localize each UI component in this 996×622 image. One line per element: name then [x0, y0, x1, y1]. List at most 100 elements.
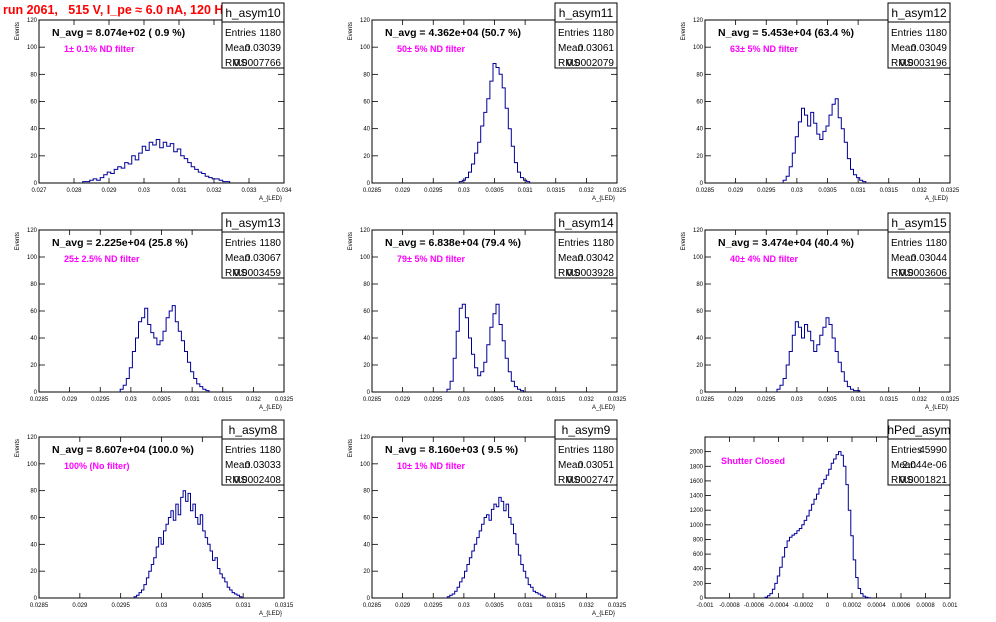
x-tick-label: 0.0305 — [152, 397, 171, 403]
histogram-panel-h_asym15: 0.0285 0.029 0.0295 0.03 0.0305 0.031 0.0315 0.… — [681, 212, 960, 411]
stats-label: Entries — [891, 238, 922, 249]
x-tick-label: 0.032 — [246, 397, 262, 403]
stats-histogram-name: h_asym11 — [559, 6, 614, 20]
x-tick-label: 0.031 — [851, 397, 867, 403]
stats-value: 0.0002408 — [234, 475, 282, 486]
x-tick-label: 0.029 — [395, 188, 411, 194]
x-tick-label: 0.0295 — [424, 603, 443, 609]
x-tick-label: 0.032 — [912, 188, 928, 194]
y-tick-label: 2000 — [690, 450, 704, 456]
y-tick-label: 60 — [30, 100, 37, 106]
filter-annotation: 1± 0.1% ND filter — [64, 44, 135, 54]
y-tick-label: 400 — [693, 567, 704, 573]
y-tick-label: 60 — [363, 309, 370, 315]
x-tick-label: 0.0325 — [941, 188, 960, 194]
y-tick-label: 0 — [367, 390, 371, 396]
y-tick-label: 20 — [30, 569, 37, 575]
x-tick-label: 0.029 — [101, 188, 117, 194]
x-tick-label: -0.0002 — [793, 603, 814, 609]
filter-annotation: 100% (No filter) — [64, 461, 130, 471]
x-tick-label: 0.0295 — [91, 397, 110, 403]
x-tick-label: 0.031 — [851, 188, 867, 194]
x-tick-label: 0.0325 — [608, 188, 627, 194]
x-tick-label: 0.031 — [518, 188, 534, 194]
stats-value: 0.03051 — [578, 460, 615, 471]
y-tick-label: 20 — [30, 154, 37, 160]
panel-title: N_avg = 3.474e+04 (40.4 %) — [718, 237, 854, 249]
y-tick-label: 100 — [693, 255, 704, 261]
stats-value: 1180 — [259, 445, 281, 456]
y-tick-label: 40 — [363, 127, 370, 133]
stats-histogram-name: hPed_asym — [887, 423, 950, 437]
panel-title: N_avg = 8.074e+02 ( 0.9 %) — [52, 27, 185, 39]
x-tick-label: -0.0008 — [719, 603, 740, 609]
stats-value: 0.0003459 — [234, 268, 282, 279]
y-tick-label: 120 — [360, 18, 371, 24]
x-tick-label: 0.0295 — [424, 188, 443, 194]
histogram-line-h_asym9 — [446, 496, 546, 598]
stats-label: RMS — [225, 475, 248, 486]
stats-label: Entries — [225, 238, 256, 249]
y-tick-label: 80 — [30, 489, 37, 495]
stats-box — [887, 419, 951, 486]
x-tick-label: 0.029 — [728, 397, 744, 403]
panel-title: N_avg = 8.607e+04 (100.0 %) — [52, 444, 194, 456]
y-tick-label: 60 — [363, 516, 370, 522]
x-tick-label: 0.03 — [791, 397, 803, 403]
stats-value: 0.0001821 — [900, 475, 948, 486]
x-tick-label: 0.033 — [241, 188, 257, 194]
x-tick-label: 0.0305 — [818, 397, 837, 403]
stats-value: 0.0002079 — [567, 58, 615, 69]
stats-value: 0.03033 — [245, 460, 282, 471]
y-tick-label: 60 — [363, 100, 370, 106]
x-tick-label: 0.031 — [236, 603, 252, 609]
y-tick-label: 0 — [34, 596, 38, 602]
stats-label: RMS — [225, 268, 248, 279]
stats-label: Mean — [891, 460, 916, 471]
x-tick-label: -0.0004 — [768, 603, 789, 609]
y-tick-label: 120 — [27, 228, 38, 234]
x-tick-label: 0.029 — [72, 603, 88, 609]
x-tick-label: 0.0315 — [547, 188, 566, 194]
histogram-line-h_asym15 — [776, 317, 861, 392]
stats-label: Entries — [558, 28, 589, 39]
stats-box — [887, 2, 951, 69]
stats-histogram-name: h_asym14 — [558, 216, 614, 230]
stats-histogram-name: h_asym12 — [891, 6, 947, 20]
x-axis-title: A_{LED} — [592, 196, 615, 202]
y-tick-label: 80 — [363, 72, 370, 78]
x-tick-label: 0.032 — [579, 603, 595, 609]
y-tick-label: 80 — [696, 72, 703, 78]
y-tick-label: 120 — [27, 435, 38, 441]
y-tick-label: 0 — [34, 390, 38, 396]
histogram-line-h_asym8 — [133, 490, 243, 598]
histogram-line-h_asym10 — [82, 139, 231, 183]
x-tick-label: 0.0315 — [547, 397, 566, 403]
x-tick-label: 0.029 — [62, 397, 78, 403]
x-tick-label: 0.0325 — [941, 397, 960, 403]
x-axis-title: A_{LED} — [259, 196, 282, 202]
histogram-line-h_asym13 — [119, 305, 210, 392]
stats-value: 0.03061 — [578, 43, 615, 54]
y-axis-title: Events — [15, 22, 21, 40]
y-tick-label: 40 — [30, 127, 37, 133]
stats-histogram-name: h_asym9 — [562, 423, 611, 437]
y-tick-label: 120 — [693, 228, 704, 234]
stats-label: Entries — [558, 445, 589, 456]
y-tick-label: 0 — [700, 390, 704, 396]
x-tick-label: 0.029 — [395, 603, 411, 609]
panel-title: N_avg = 2.225e+04 (25.8 %) — [52, 237, 188, 249]
x-tick-label: 0.0006 — [892, 603, 911, 609]
x-tick-label: 0.0002 — [843, 603, 862, 609]
histogram-line-h_asym12 — [782, 98, 867, 183]
histogram-line-hPed_asym — [764, 451, 871, 599]
y-tick-label: 100 — [360, 45, 371, 51]
y-tick-label: 1600 — [690, 479, 704, 485]
y-axis-title: Events — [681, 22, 687, 40]
x-axis-title: A_{LED} — [925, 405, 948, 411]
y-tick-label: 100 — [693, 45, 704, 51]
y-tick-label: 20 — [363, 154, 370, 160]
x-axis-title: A_{LED} — [259, 405, 282, 411]
x-tick-label: 0.0325 — [275, 397, 294, 403]
